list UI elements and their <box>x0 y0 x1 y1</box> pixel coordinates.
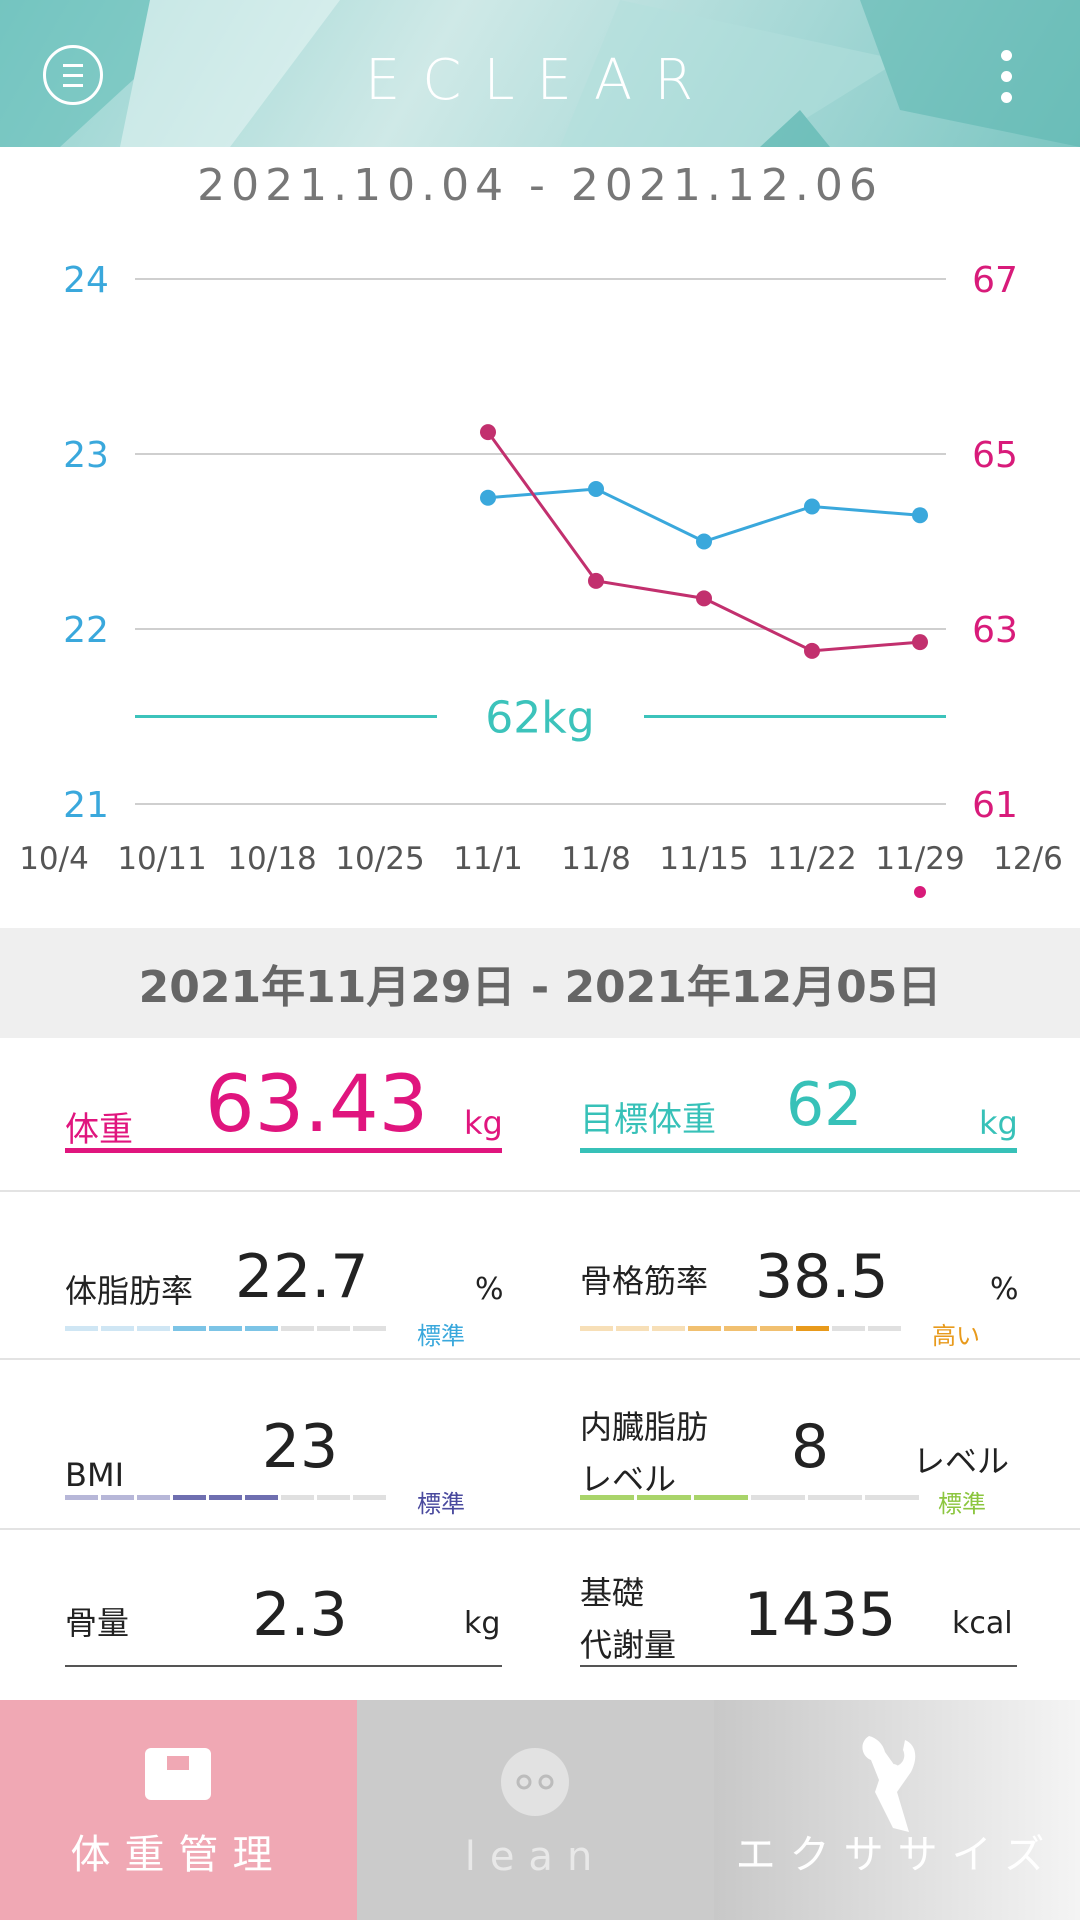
bmr-unit: kcal <box>952 1606 1013 1641</box>
more-options-icon[interactable] <box>996 50 1016 103</box>
y-right-tick-label: 67 <box>972 260 1018 301</box>
bmr-label-2: 代謝量 <box>580 1626 677 1664</box>
data-point <box>696 590 712 607</box>
visceral-fat-gauge <box>580 1495 919 1500</box>
visceral-fat-value: 8 <box>790 1412 830 1482</box>
skeletal-muscle-unit: % <box>990 1272 1019 1307</box>
x-tick-label: 12/6 <box>993 841 1063 877</box>
metrics-row-1: 体脂肪率 22.7 % 標準 骨格筋率 38.5 % 高い <box>0 1190 1080 1360</box>
body-fat-unit: % <box>475 1272 504 1307</box>
tab-weight-management[interactable]: 体重管理 <box>0 1700 357 1920</box>
bmi-gauge <box>65 1495 386 1500</box>
data-point <box>804 642 820 659</box>
bone-mass-cell[interactable]: 骨量 2.3 kg <box>65 1528 502 1696</box>
data-point <box>804 498 820 515</box>
data-point <box>588 481 604 497</box>
skeletal-muscle-status: 高い <box>932 1322 980 1350</box>
target-line-label: 62kg <box>485 693 594 744</box>
bmi-status: 標準 <box>417 1490 465 1518</box>
metrics-row-3: 骨量 2.3 kg 基礎 代謝量 1435 kcal <box>0 1528 1080 1696</box>
weight-summary: 体重 63.43 kg 目標体重 62 kg <box>0 1038 1080 1192</box>
header-pattern <box>0 0 1080 147</box>
weight-unit: kg <box>464 1104 503 1142</box>
y-right-tick-label: 61 <box>972 785 1018 826</box>
app-header: ECLEAR <box>0 0 1080 147</box>
bone-mass-underline <box>65 1665 502 1667</box>
visceral-fat-label-1: 内臓脂肪 <box>580 1408 709 1446</box>
x-tick-label: 10/11 <box>117 841 206 877</box>
weight-chart[interactable]: 24 67 23 65 22 63 21 61 62kg 10/4 10/11 10/18 10/25 1… <box>0 240 1080 920</box>
skeletal-muscle-gauge <box>580 1326 901 1331</box>
body-fat-value: 22.7 <box>235 1242 369 1312</box>
x-tick-label: 11/15 <box>659 841 748 877</box>
bottom-navigation: 体重管理 lean エクササイズ <box>0 1700 1080 1920</box>
target-underline <box>580 1148 1017 1153</box>
y-left-tick-label: 24 <box>63 260 109 301</box>
x-tick-label: 11/1 <box>453 841 523 877</box>
metrics-row-2: BMI 23 標準 内臓脂肪 レベル 8 レベル 標準 <box>0 1358 1080 1530</box>
data-point <box>696 533 712 550</box>
week-range: 2021年11月29日 - 2021年12月05日 <box>0 928 1080 1038</box>
tab-lean[interactable]: lean <box>357 1700 714 1920</box>
current-weight[interactable]: 体重 63.43 kg <box>65 1038 503 1190</box>
body-fat-label: 体脂肪率 <box>65 1272 194 1310</box>
bone-mass-unit: kg <box>464 1606 501 1641</box>
target-label: 目標体重 <box>580 1100 716 1140</box>
bmi-value: 23 <box>261 1412 339 1482</box>
weight-label: 体重 <box>65 1110 133 1150</box>
visceral-fat-label-2: レベル <box>580 1460 677 1498</box>
bmr-label-1: 基礎 <box>580 1574 645 1612</box>
data-point <box>480 489 496 506</box>
body-fat-status: 標準 <box>417 1322 465 1350</box>
data-point <box>912 507 928 524</box>
lean-face-icon <box>501 1748 569 1816</box>
bone-mass-label: 骨量 <box>65 1604 130 1642</box>
y-right-tick-label: 63 <box>972 610 1018 651</box>
x-tick-label: 11/22 <box>767 841 856 877</box>
x-tick-label: 10/4 <box>19 841 89 877</box>
weight-value: 63.43 <box>205 1060 429 1150</box>
body-fat-gauge <box>65 1326 386 1331</box>
bone-mass-value: 2.3 <box>252 1580 348 1650</box>
x-tick-label: 10/25 <box>335 841 424 877</box>
bmi-cell[interactable]: BMI 23 標準 <box>65 1358 502 1528</box>
menu-button[interactable] <box>43 45 103 105</box>
data-point <box>480 424 496 441</box>
x-tick-label: 11/8 <box>561 841 631 877</box>
tab-lean-label: lean <box>464 1834 607 1880</box>
target-unit: kg <box>979 1104 1018 1142</box>
chart-date-range: 2021.10.04 - 2021.12.06 <box>197 160 883 211</box>
skeletal-muscle-value: 38.5 <box>755 1242 889 1312</box>
y-left-tick-label: 21 <box>63 785 109 826</box>
x-tick-label: 10/18 <box>227 841 316 877</box>
y-right-tick-label: 65 <box>972 435 1018 476</box>
skeletal-muscle-label: 骨格筋率 <box>580 1262 709 1300</box>
selected-week-marker <box>914 886 926 898</box>
skeletal-muscle-cell[interactable]: 骨格筋率 38.5 % 高い <box>580 1190 1019 1358</box>
visceral-fat-cell[interactable]: 内臓脂肪 レベル 8 レベル 標準 <box>580 1358 1017 1528</box>
bmr-underline <box>580 1665 1017 1667</box>
bmr-value: 1435 <box>743 1580 897 1650</box>
tab-exercise-label: エクササイズ <box>735 1832 1059 1878</box>
y-left-tick-label: 23 <box>63 435 109 476</box>
y-left-tick-label: 22 <box>63 610 109 651</box>
tab-exercise[interactable]: エクササイズ <box>714 1700 1080 1920</box>
visceral-fat-status: 標準 <box>938 1490 986 1518</box>
bmr-cell[interactable]: 基礎 代謝量 1435 kcal <box>580 1528 1017 1696</box>
target-value: 62 <box>786 1070 863 1140</box>
exercise-pose-icon <box>862 1736 916 1832</box>
data-point <box>912 634 928 651</box>
data-point <box>588 572 604 589</box>
weight-underline <box>65 1148 502 1153</box>
bmi-label: BMI <box>65 1456 124 1494</box>
visceral-fat-unit: レベル <box>913 1442 1010 1480</box>
scale-icon <box>145 1748 211 1800</box>
body-fat-cell[interactable]: 体脂肪率 22.7 % 標準 <box>65 1190 504 1358</box>
tab-weight-management-label: 体重管理 <box>70 1832 287 1878</box>
app-logo: ECLEAR <box>364 48 716 113</box>
target-weight[interactable]: 目標体重 62 kg <box>580 1038 1018 1190</box>
x-tick-label: 11/29 <box>875 841 964 877</box>
